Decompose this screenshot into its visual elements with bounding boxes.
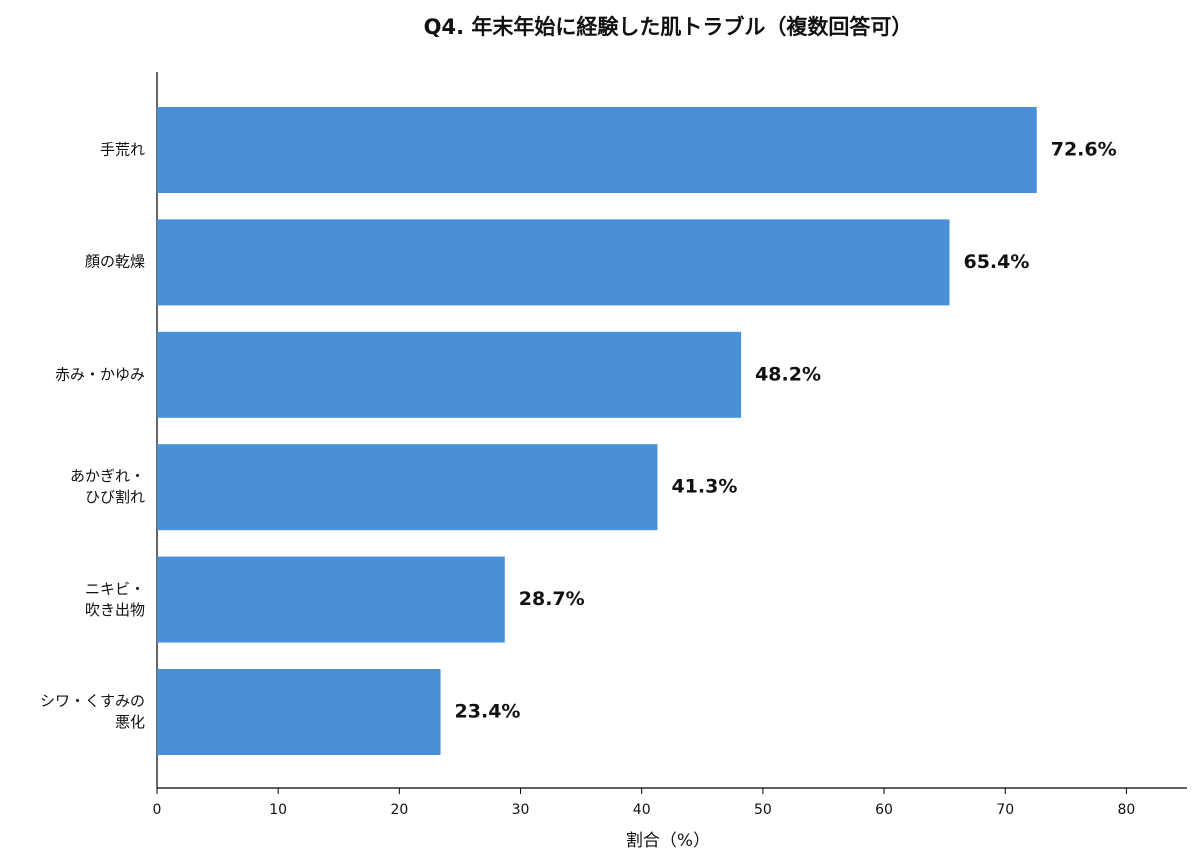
bar — [157, 107, 1037, 193]
x-tick-label: 20 — [390, 802, 408, 818]
x-tick-label: 30 — [512, 802, 530, 818]
x-tick-label: 10 — [269, 802, 287, 818]
bar — [157, 219, 950, 306]
y-tick-label: 赤み・かゆみ — [54, 365, 145, 384]
y-tick-label: 顔の乾燥 — [84, 252, 145, 271]
y-tick-label: あかぎれ・ ひび割れ — [69, 467, 145, 507]
x-tick-label: 50 — [754, 802, 772, 818]
value-label: 48.2% — [755, 363, 821, 385]
x-axis-label: 割合（%） — [626, 831, 710, 851]
value-label: 72.6% — [1051, 139, 1117, 161]
value-label: 28.7% — [519, 588, 585, 610]
bar — [157, 444, 658, 531]
bar — [157, 331, 742, 418]
bar — [157, 556, 505, 643]
value-label: 41.3% — [671, 476, 737, 498]
x-tick-label: 60 — [875, 802, 893, 818]
chart-title: Q4. 年末年始に経験した肌トラブル（複数回答可） — [424, 15, 913, 39]
value-label: 65.4% — [963, 251, 1029, 273]
x-tick-label: 80 — [1117, 802, 1135, 818]
x-tick-label: 70 — [996, 802, 1014, 818]
x-tick-label: 0 — [153, 802, 162, 818]
bar — [157, 669, 441, 755]
value-label: 23.4% — [455, 701, 521, 723]
y-tick-label: 手荒れ — [99, 140, 145, 159]
y-tick-label: シワ・くすみの 悪化 — [39, 692, 145, 731]
x-tick-label: 40 — [633, 802, 651, 818]
y-tick-label: ニキビ・ 吹き出物 — [84, 579, 145, 619]
